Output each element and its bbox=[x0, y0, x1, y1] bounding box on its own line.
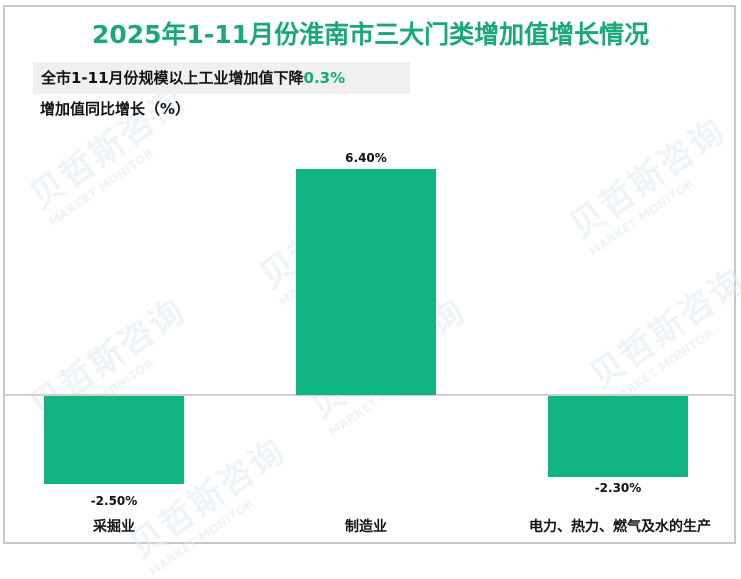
summary-note: 全市1-11月份规模以上工业增加值下降0.3% bbox=[33, 62, 410, 94]
zero-baseline bbox=[5, 394, 734, 396]
value-label-utilities: -2.30% bbox=[594, 481, 642, 495]
value-label-mining: -2.50% bbox=[90, 494, 138, 508]
highlight-value: 0.3% bbox=[303, 69, 346, 87]
bar-manufacturing bbox=[296, 169, 436, 395]
category-label-manufacturing: 制造业 bbox=[345, 519, 387, 535]
chart-title: 2025年1-11月份淮南市三大门类增加值增长情况 bbox=[91, 20, 650, 49]
bar-utilities bbox=[548, 396, 688, 477]
y-axis-label: 增加值同比增长（%） bbox=[40, 100, 191, 118]
value-label-manufacturing: 6.40% bbox=[345, 151, 387, 165]
category-label-mining: 采掘业 bbox=[93, 519, 135, 535]
bar-mining bbox=[44, 396, 184, 484]
category-label-utilities: 电力、热力、燃气及水的生产 bbox=[529, 519, 711, 535]
